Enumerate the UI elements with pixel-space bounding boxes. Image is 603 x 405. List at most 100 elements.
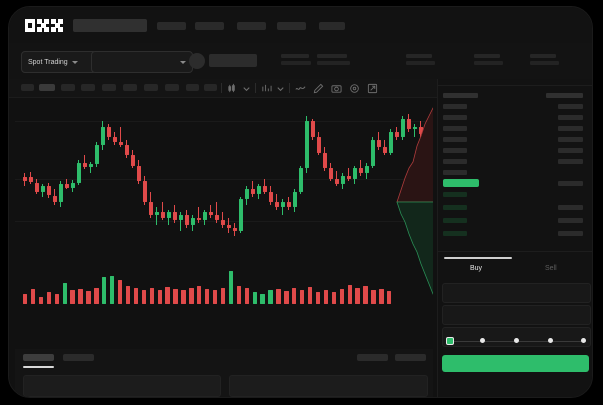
interval-2[interactable] [39, 84, 55, 91]
slider-handle[interactable] [446, 337, 454, 345]
orderbook-ask-amount [558, 181, 583, 186]
candle-body [155, 212, 159, 215]
candle-body [59, 183, 63, 202]
stat-value [281, 61, 311, 65]
slider-stop-25[interactable] [480, 338, 485, 343]
bottom-action-1[interactable] [357, 354, 388, 361]
submit-buy-button[interactable] [442, 355, 589, 372]
candle-body [215, 215, 219, 221]
market-type-label: Spot Trading [28, 58, 68, 66]
orderbook-bid-row[interactable] [443, 192, 467, 197]
candle-body [53, 195, 57, 202]
interval-6[interactable] [123, 84, 137, 91]
chevron-down-icon[interactable] [275, 83, 286, 94]
order-price-input[interactable] [442, 283, 591, 303]
candle-body [47, 186, 51, 196]
orderbook-ask-amount [558, 126, 583, 131]
candle-body [173, 212, 177, 221]
chevron-down-icon[interactable] [241, 83, 252, 94]
candle-wick [180, 212, 182, 231]
orderbook-bid-row[interactable] [443, 231, 467, 236]
candle-wick [252, 181, 254, 197]
candle-wick [216, 202, 218, 223]
volume-bar [165, 287, 170, 304]
orderbook-ask-row[interactable] [443, 115, 467, 120]
volume-bar [94, 288, 99, 304]
interval-8[interactable] [165, 84, 179, 91]
line-chart-icon[interactable] [295, 83, 306, 94]
orderbook-ask-row[interactable] [443, 126, 467, 131]
orderbook-ask-row[interactable] [443, 148, 467, 153]
nav-item-5[interactable] [319, 22, 345, 30]
interval-7[interactable] [144, 84, 158, 91]
global-search-input[interactable] [73, 19, 147, 32]
volume-bar [228, 271, 234, 304]
bottom-panel-right[interactable] [229, 375, 428, 397]
interval-10[interactable] [204, 84, 217, 91]
candle-body [335, 178, 339, 184]
interval-1[interactable] [21, 84, 34, 91]
stat-label [406, 54, 432, 58]
camera-snapshot-icon[interactable] [331, 83, 342, 94]
tab-open-orders[interactable] [23, 354, 54, 361]
candle-body [377, 139, 381, 148]
interval-3[interactable] [61, 84, 75, 91]
tab-sell[interactable]: Sell [545, 265, 557, 272]
candle-body [401, 118, 405, 137]
order-amount-input[interactable] [442, 305, 591, 325]
candle-body [353, 168, 357, 179]
candle-body [191, 217, 195, 226]
orderbook-ask-row[interactable] [443, 159, 467, 164]
candle-body [149, 202, 153, 215]
tab-buy[interactable]: Buy [470, 265, 483, 272]
interval-9[interactable] [186, 84, 199, 91]
candle-body [107, 126, 111, 137]
stat-24h-volume [530, 54, 559, 65]
candle-body [113, 137, 117, 143]
interval-4[interactable] [81, 84, 95, 91]
percent-slider[interactable] [446, 337, 586, 345]
pencil-draw-icon[interactable] [313, 83, 324, 94]
chevron-down-icon [71, 60, 78, 64]
nav-item-2[interactable] [195, 22, 224, 30]
indicators-icon[interactable] [261, 83, 272, 94]
volume-bar [347, 284, 352, 304]
volume-bar [189, 287, 194, 304]
orderbook-bid-row[interactable] [443, 205, 467, 210]
price-chart[interactable] [15, 99, 433, 347]
nav-item-3[interactable] [237, 22, 266, 30]
tab-order-history[interactable] [63, 354, 94, 361]
volume-bar [38, 297, 44, 304]
volume-bar [181, 289, 186, 304]
candle-body [383, 147, 387, 153]
device-frame: Spot Trading [8, 6, 593, 398]
orderbook-ask-row[interactable] [443, 137, 467, 142]
orderbook-bid-row[interactable] [443, 218, 467, 223]
volume-bar [252, 291, 257, 304]
order-total-input[interactable] [442, 327, 591, 347]
okx-logo[interactable] [25, 19, 63, 32]
orderbook-ask-amount [558, 148, 583, 153]
orderbook-ask-row[interactable] [443, 104, 467, 109]
fullscreen-expand-icon[interactable] [367, 83, 378, 94]
nav-item-1[interactable] [157, 22, 186, 30]
market-type-dropdown[interactable]: Spot Trading [21, 51, 97, 73]
orderbook-bottom-divider [438, 251, 592, 252]
candlestick-chart-icon[interactable] [227, 83, 238, 94]
chart-gridline [15, 179, 433, 180]
interval-5[interactable] [102, 84, 116, 91]
slider-stop-50[interactable] [514, 338, 519, 343]
volume-bar [70, 290, 75, 304]
bottom-action-2[interactable] [395, 354, 426, 361]
candle-body [221, 220, 225, 226]
nav-item-4[interactable] [277, 22, 306, 30]
volume-bar [363, 286, 368, 304]
settings-gear-icon[interactable] [349, 83, 360, 94]
instrument-bar: Spot Trading [9, 43, 592, 79]
orderbook-ask-row[interactable] [443, 170, 467, 175]
bottom-panel-left[interactable] [23, 375, 221, 397]
candle-body [413, 126, 417, 130]
pair-selector-dropdown[interactable] [91, 51, 193, 73]
slider-stop-100[interactable] [581, 338, 586, 343]
slider-stop-75[interactable] [548, 338, 553, 343]
